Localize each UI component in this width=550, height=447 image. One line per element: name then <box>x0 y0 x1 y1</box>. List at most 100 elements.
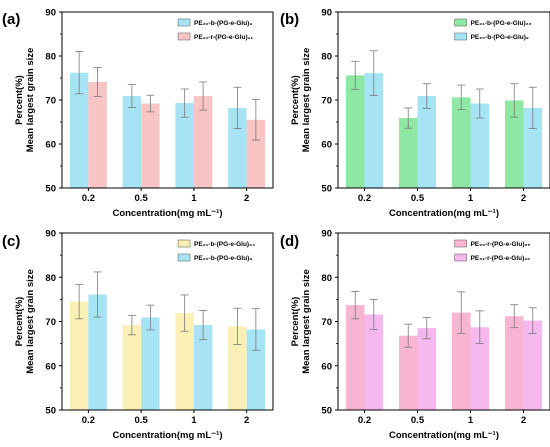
bar <box>69 72 89 188</box>
y-tick-label: 90 <box>45 229 56 240</box>
y-tick-label: 70 <box>45 317 56 328</box>
bar <box>364 73 384 188</box>
legend-label: PE₂₁-r-(PG-e-Glu)₁₁ <box>194 34 253 41</box>
y-tick-label: 60 <box>321 140 332 151</box>
x-tick-label: 2 <box>244 415 249 426</box>
bar <box>141 317 160 410</box>
y-axis-label: Percent(%) <box>14 75 25 125</box>
y-tick-label: 50 <box>321 406 332 417</box>
legend-swatch <box>454 18 467 27</box>
y-axis-label: Percent(%) <box>290 297 301 347</box>
bar <box>122 325 142 410</box>
bar <box>141 103 160 188</box>
bar <box>345 75 365 188</box>
y-tick-label: 60 <box>321 361 332 372</box>
bar <box>417 96 437 188</box>
panel-label: (a) <box>2 11 20 28</box>
legend-swatch <box>177 239 191 248</box>
y-tick-label: 80 <box>45 273 56 284</box>
bar <box>69 301 89 410</box>
bar <box>246 119 266 188</box>
y-axis-label: Mean largest grain size <box>301 269 312 374</box>
bar <box>451 312 471 410</box>
x-tick-label: 1 <box>468 415 474 426</box>
y-tick-label: 70 <box>321 96 332 107</box>
y-tick-label: 90 <box>321 229 332 240</box>
chart-panel-4: (d) 0.2 0.5 1 2 50 60 70 80 90 Concentration(mg mL… <box>280 229 550 441</box>
y-axis-label: Percent(%) <box>14 297 25 347</box>
x-tick-label: 0.5 <box>135 415 149 426</box>
legend-label: PE₂₁-b-(PG-e-Glu)₂₄ <box>194 241 255 248</box>
bar <box>470 327 490 410</box>
y-axis-label: Percent(%) <box>290 75 301 125</box>
bar <box>523 320 543 410</box>
bar <box>523 107 543 188</box>
y-tick-label: 80 <box>321 273 332 284</box>
bar <box>398 118 418 188</box>
bar <box>228 107 247 188</box>
chart-panel-3: (c) 0.2 0.5 1 2 50 60 70 80 90 Concentration(mg mL… <box>2 229 274 441</box>
y-tick-label: 50 <box>321 184 332 195</box>
bar <box>504 100 524 188</box>
legend-swatch <box>177 18 191 27</box>
chart-panel-1: (a) 0.2 0.5 1 2 50 60 70 80 90 Concentration(mg mL… <box>2 8 274 219</box>
panel-label: (d) <box>280 233 299 250</box>
y-tick-label: 70 <box>45 96 56 107</box>
x-tick-label: 2 <box>521 193 526 204</box>
legend-label: PE₅₁-r-(PG-e-Glu)₂₆ <box>471 255 531 262</box>
y-axis-label: Mean largest grain size <box>25 48 36 153</box>
bar <box>88 81 107 188</box>
panel-label: (b) <box>280 11 299 28</box>
bar <box>175 103 194 188</box>
legend-label: PE₂₅-r-(PG-e-Glu)₂₅ <box>471 241 531 248</box>
x-tick-label: 1 <box>191 415 197 426</box>
legend-swatch <box>454 32 467 41</box>
x-tick-label: 0.2 <box>82 415 95 426</box>
y-tick-label: 90 <box>321 8 332 19</box>
bar <box>398 335 418 410</box>
y-axis-label: Mean largest grain size <box>25 269 36 374</box>
bar <box>228 326 247 410</box>
bar <box>417 328 437 410</box>
x-tick-label: 0.5 <box>411 193 425 204</box>
y-tick-label: 90 <box>45 8 56 19</box>
x-tick-label: 2 <box>521 415 526 426</box>
y-axis-label: Mean largest grain size <box>301 48 312 153</box>
x-axis-label: Concentration(mg mL⁻¹) <box>389 430 499 441</box>
y-tick-label: 60 <box>45 361 56 372</box>
legend-label: PE₂₀-b-(PG-e-Glu)₉ <box>194 255 252 262</box>
bar <box>175 313 194 410</box>
y-tick-label: 50 <box>45 406 56 417</box>
y-tick-label: 50 <box>45 184 56 195</box>
legend-label: PE₂₁-b-(PG-e-Glu)₂₂ <box>471 20 532 27</box>
bar <box>122 96 142 188</box>
x-axis-label: Concentration(mg mL⁻¹) <box>112 430 222 441</box>
bar <box>193 96 213 188</box>
x-tick-label: 2 <box>244 193 249 204</box>
bar <box>193 325 213 410</box>
legend-swatch <box>454 253 467 262</box>
bar <box>470 103 490 188</box>
chart-panel-2: (b) 0.2 0.5 1 2 50 60 70 80 90 Concentration(mg mL… <box>280 8 550 219</box>
x-tick-label: 1 <box>468 193 474 204</box>
legend-label: PE₂₀-b-(PG-e-Glu)₉ <box>471 34 529 41</box>
y-tick-label: 70 <box>321 317 332 328</box>
x-axis-label: Concentration(mg mL⁻¹) <box>112 208 222 219</box>
x-axis-label: Concentration(mg mL⁻¹) <box>389 208 499 219</box>
bar <box>451 97 471 188</box>
x-tick-label: 0.2 <box>358 415 371 426</box>
bar <box>345 305 365 410</box>
y-tick-label: 80 <box>45 52 56 63</box>
x-tick-label: 1 <box>191 193 197 204</box>
legend-label: PE₂₀-b-(PG-e-Glu)₉ <box>194 20 252 27</box>
legend-swatch <box>177 32 191 41</box>
legend-swatch <box>454 239 467 248</box>
x-tick-label: 0.2 <box>82 193 95 204</box>
y-tick-label: 60 <box>45 140 56 151</box>
bar <box>504 316 524 410</box>
x-tick-label: 0.2 <box>358 193 371 204</box>
legend-swatch <box>177 253 191 262</box>
bar <box>246 329 266 410</box>
panel-label: (c) <box>2 233 20 250</box>
